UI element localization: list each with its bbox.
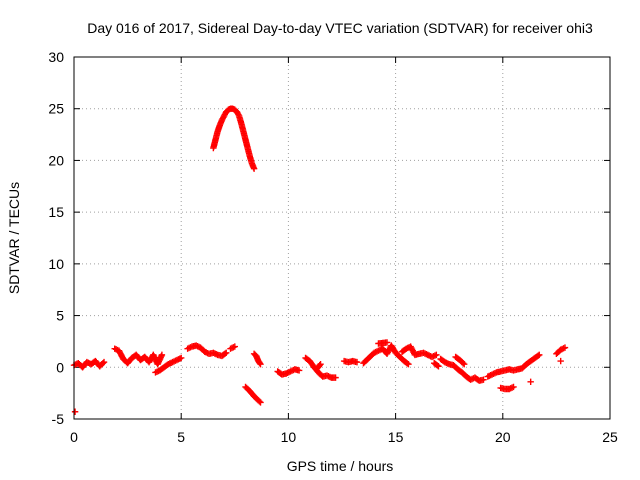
x-tick-label: 15 (388, 429, 404, 445)
x-tick-label: 10 (281, 429, 297, 445)
data-marks (70, 105, 569, 415)
data-point-marker (433, 351, 440, 359)
y-axis-label: SDTVAR / TECUs (6, 182, 22, 294)
x-tick-label: 25 (602, 429, 618, 445)
data-point-marker (231, 343, 238, 350)
data-point-marker (536, 351, 543, 359)
data-point-marker (332, 374, 339, 381)
y-tick-label: 15 (48, 204, 64, 220)
data-point-marker (435, 363, 442, 370)
data-point-marker (405, 360, 412, 368)
data-point-marker (534, 352, 542, 359)
y-tick-label: 20 (48, 152, 64, 168)
y-tick-label: -5 (52, 411, 65, 427)
data-point-marker (100, 358, 108, 366)
data-point-marker (434, 362, 441, 369)
data-point-marker (353, 358, 361, 366)
y-tick-label: 5 (56, 308, 64, 324)
x-tick-label: 5 (177, 429, 185, 445)
data-point-marker (510, 383, 517, 391)
data-point-marker (295, 367, 303, 374)
chart-title: Day 016 of 2017, Sidereal Day-to-day VTE… (87, 20, 593, 36)
x-tick-label: 20 (495, 429, 511, 445)
data-point-marker (557, 357, 564, 365)
data-point-marker (257, 360, 264, 368)
data-point-marker (527, 378, 534, 385)
data-point-marker (461, 360, 468, 368)
y-tick-label: 30 (48, 49, 64, 65)
data-point-marker (99, 359, 107, 367)
data-point-marker (317, 360, 324, 368)
x-tick-label: 0 (70, 429, 78, 445)
x-axis-label: GPS time / hours (287, 458, 394, 474)
data-point-marker (158, 351, 166, 359)
ticks: 0 5 10 15 20 25 -5 0 5 10 15 20 25 30 (48, 49, 618, 445)
data-point-marker (71, 408, 79, 415)
data-point-marker (221, 350, 229, 357)
y-tick-label: 10 (48, 256, 64, 272)
data-point-marker (256, 359, 264, 367)
y-tick-label: 0 (56, 359, 64, 375)
y-tick-label: 25 (48, 101, 64, 117)
grid (74, 57, 610, 419)
plot-frame (73, 56, 611, 420)
data-point-marker (250, 165, 258, 172)
data-point-marker (561, 344, 569, 351)
data-point-marker (459, 359, 467, 367)
data-point-marker (257, 399, 264, 406)
data-point-marker (383, 339, 391, 346)
data-point-marker (178, 354, 185, 362)
data-point-marker (404, 360, 411, 367)
data-point-marker (256, 398, 263, 405)
data-point-marker (316, 362, 323, 369)
data-point-marker (223, 349, 230, 357)
data-point-marker (480, 376, 487, 383)
